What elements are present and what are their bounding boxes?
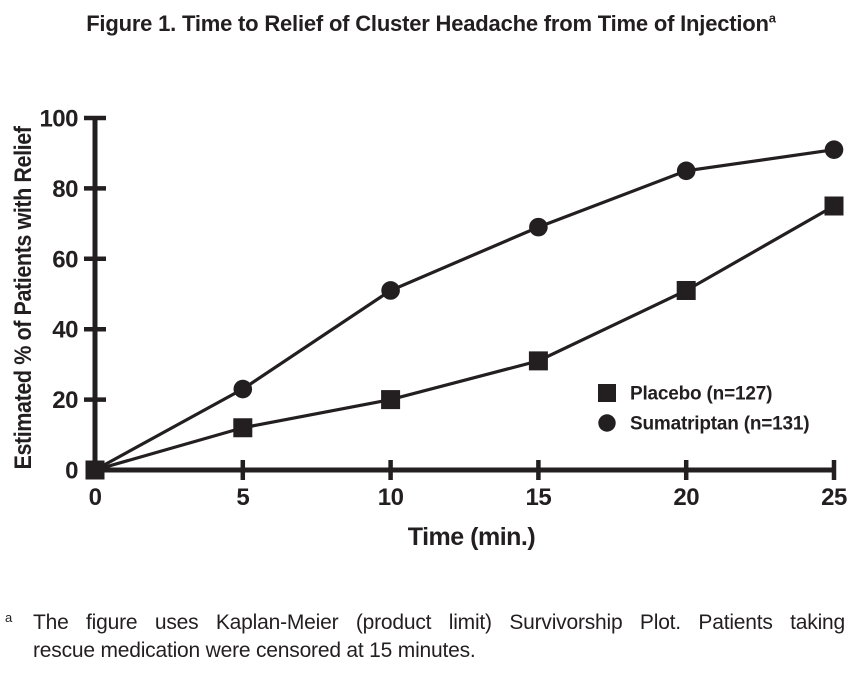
- x-tick-label: 25: [821, 484, 847, 511]
- x-tick-label: 15: [526, 484, 552, 511]
- y-tick-label: 0: [65, 458, 78, 485]
- series-sumatriptan-marker: [529, 217, 548, 237]
- series-placebo-marker: [676, 280, 696, 300]
- legend-label-sumatriptan: Sumatriptan (n=131): [630, 414, 809, 435]
- legend-swatch-sumatriptan: [598, 414, 616, 432]
- series-placebo-marker: [824, 196, 844, 216]
- y-axis-title: Estimated % of Patients with Relief: [10, 125, 37, 469]
- kaplan-meier-chart: 0 20 40 60 80 100 0 5 10 15 20 25 Time (min.) Estimat…: [10, 106, 847, 552]
- legend-swatch-placebo: [598, 384, 616, 402]
- series-sumatriptan-marker: [381, 281, 400, 300]
- figure-title: Figure 1. Time to Relief of Cluster Head…: [0, 11, 862, 37]
- series-placebo-marker: [233, 418, 253, 438]
- x-tick-label: 0: [89, 484, 102, 511]
- x-axis-title: Time (min.): [408, 523, 536, 551]
- series-placebo-marker: [381, 390, 401, 410]
- series-sumatriptan-marker: [233, 379, 253, 399]
- y-tick-label: 20: [52, 387, 78, 414]
- series-sumatriptan-marker: [824, 140, 844, 159]
- y-tick-label: 60: [52, 246, 78, 273]
- series-placebo-marker: [85, 460, 105, 480]
- x-tick-label: 20: [673, 484, 699, 511]
- y-tick-label: 40: [52, 317, 78, 344]
- series-placebo-marker: [528, 351, 548, 371]
- y-tick-label: 80: [52, 176, 78, 203]
- legend-label-placebo: Placebo (n=127): [630, 384, 772, 405]
- footnote: The figure uses Kaplan-Meier (product li…: [33, 609, 845, 665]
- series-sumatriptan-line: [94, 148, 835, 472]
- series-sumatriptan-marker: [676, 161, 696, 181]
- figure-title-text: Figure 1. Time to Relief of Cluster Head…: [86, 11, 769, 36]
- x-tick-label: 5: [236, 484, 249, 511]
- footnote-line-1: The figure uses Kaplan-Meier (product li…: [33, 611, 845, 634]
- x-tick-label: 10: [378, 484, 404, 511]
- figure-title-superscript: a: [768, 10, 776, 26]
- footnote-superscript: a: [5, 610, 13, 625]
- series-placebo-line: [94, 204, 835, 472]
- y-tick-label: 100: [39, 106, 78, 133]
- footnote-line-2: rescue medication were censored at 15 mi…: [33, 639, 476, 662]
